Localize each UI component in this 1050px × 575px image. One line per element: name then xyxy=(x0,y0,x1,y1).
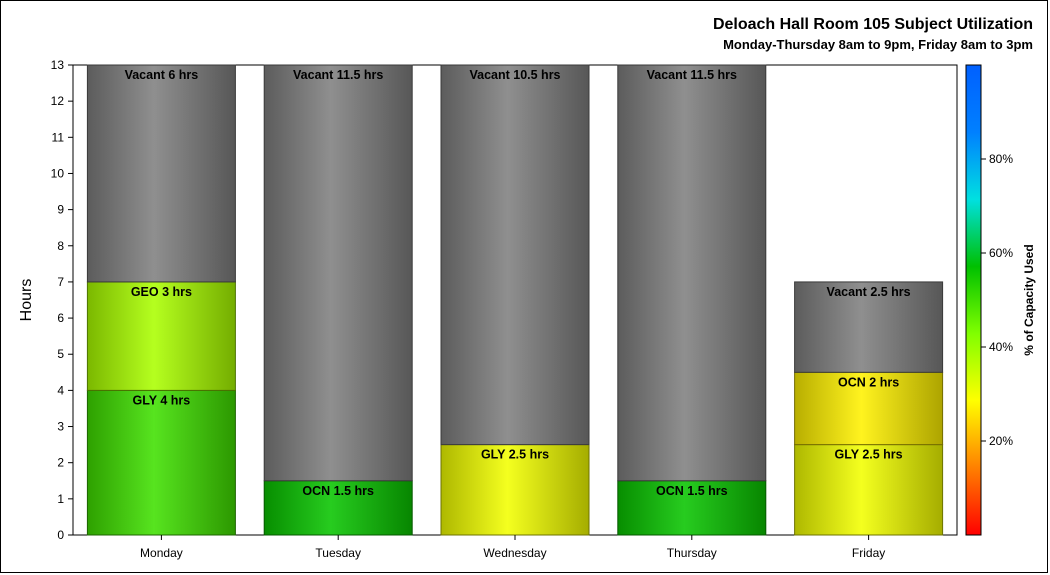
bar-segment-ocn xyxy=(263,480,413,536)
bar-segment-label: OCN 1.5 hrs xyxy=(656,484,728,498)
y-tick-label: 2 xyxy=(57,456,64,470)
bar-segment-label: GLY 4 hrs xyxy=(133,393,191,407)
y-tick-label: 11 xyxy=(52,130,65,144)
bar-segment-label: OCN 2 hrs xyxy=(838,375,899,389)
chart-subtitle: Monday-Thursday 8am to 9pm, Friday 8am t… xyxy=(723,37,1033,52)
bar-segment-label: Vacant 11.5 hrs xyxy=(293,68,383,82)
y-tick-label: 1 xyxy=(57,492,64,506)
bar-segment-ocn xyxy=(794,371,944,446)
colorbar-tick-label: 60% xyxy=(989,246,1013,260)
bar-segment-gly xyxy=(86,389,236,536)
bar-segment-vacant xyxy=(263,64,413,482)
y-tick-label: 8 xyxy=(57,239,64,253)
colorbar-tick-label: 40% xyxy=(989,340,1013,354)
bar-segment-vacant xyxy=(617,64,767,482)
y-axis-title: Hours xyxy=(18,279,35,322)
bar-segment-vacant xyxy=(440,64,590,446)
colorbar-gradient xyxy=(965,64,982,536)
y-tick-label: 4 xyxy=(57,383,64,397)
bar-segment-gly xyxy=(794,444,944,536)
y-tick-label: 6 xyxy=(57,311,64,325)
y-tick-label: 13 xyxy=(51,58,65,72)
x-axis: Monday Tuesday Wednesday Thursday Friday xyxy=(140,535,885,560)
y-tick-label: 0 xyxy=(57,528,64,542)
chart-title: Deloach Hall Room 105 Subject Utilizatio… xyxy=(713,16,1033,33)
colorbar: 20% 40% 60% 80% xyxy=(965,64,1013,536)
y-tick-label: 5 xyxy=(57,347,64,361)
bar-segment-label: GLY 2.5 hrs xyxy=(835,448,903,462)
bar-segment-vacant xyxy=(794,281,944,373)
x-tick-label: Monday xyxy=(140,546,183,560)
y-tick-label: 9 xyxy=(57,203,64,217)
y-tick-label: 7 xyxy=(57,275,64,289)
y-tick-label: 12 xyxy=(51,94,65,108)
bar-segment-gly xyxy=(440,444,590,536)
y-tick-label: 10 xyxy=(51,166,65,180)
colorbar-title: % of Capacity Used xyxy=(1022,244,1036,355)
bar-segment-vacant xyxy=(86,64,236,283)
bar-segment-label: GLY 2.5 hrs xyxy=(481,448,549,462)
bar-segment-label: Vacant 11.5 hrs xyxy=(647,68,737,82)
bar-segment-label: Vacant 6 hrs xyxy=(125,68,199,82)
bars-group: GLY 4 hrs GEO 3 hrs Vacant 6 hrs OCN 1.5 hr… xyxy=(86,64,944,536)
bar-segment-label: Vacant 2.5 hrs xyxy=(827,285,911,299)
bar-segment-label: Vacant 10.5 hrs xyxy=(469,68,560,82)
x-tick-label: Tuesday xyxy=(315,546,361,560)
x-tick-label: Wednesday xyxy=(483,546,546,560)
bar-segment-label: OCN 1.5 hrs xyxy=(302,484,374,498)
y-tick-label: 3 xyxy=(57,420,64,434)
bar-segment-label: GEO 3 hrs xyxy=(131,285,192,299)
x-tick-label: Thursday xyxy=(667,546,717,560)
colorbar-tick-label: 80% xyxy=(989,152,1013,166)
x-tick-label: Friday xyxy=(852,546,885,560)
colorbar-tick-label: 20% xyxy=(989,434,1013,448)
bar-segment-geo xyxy=(86,281,236,391)
